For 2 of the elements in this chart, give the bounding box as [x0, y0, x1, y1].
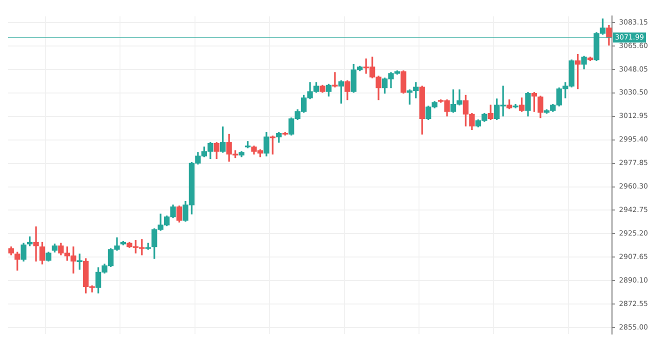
candlestick — [332, 72, 338, 88]
candlestick — [33, 226, 39, 262]
